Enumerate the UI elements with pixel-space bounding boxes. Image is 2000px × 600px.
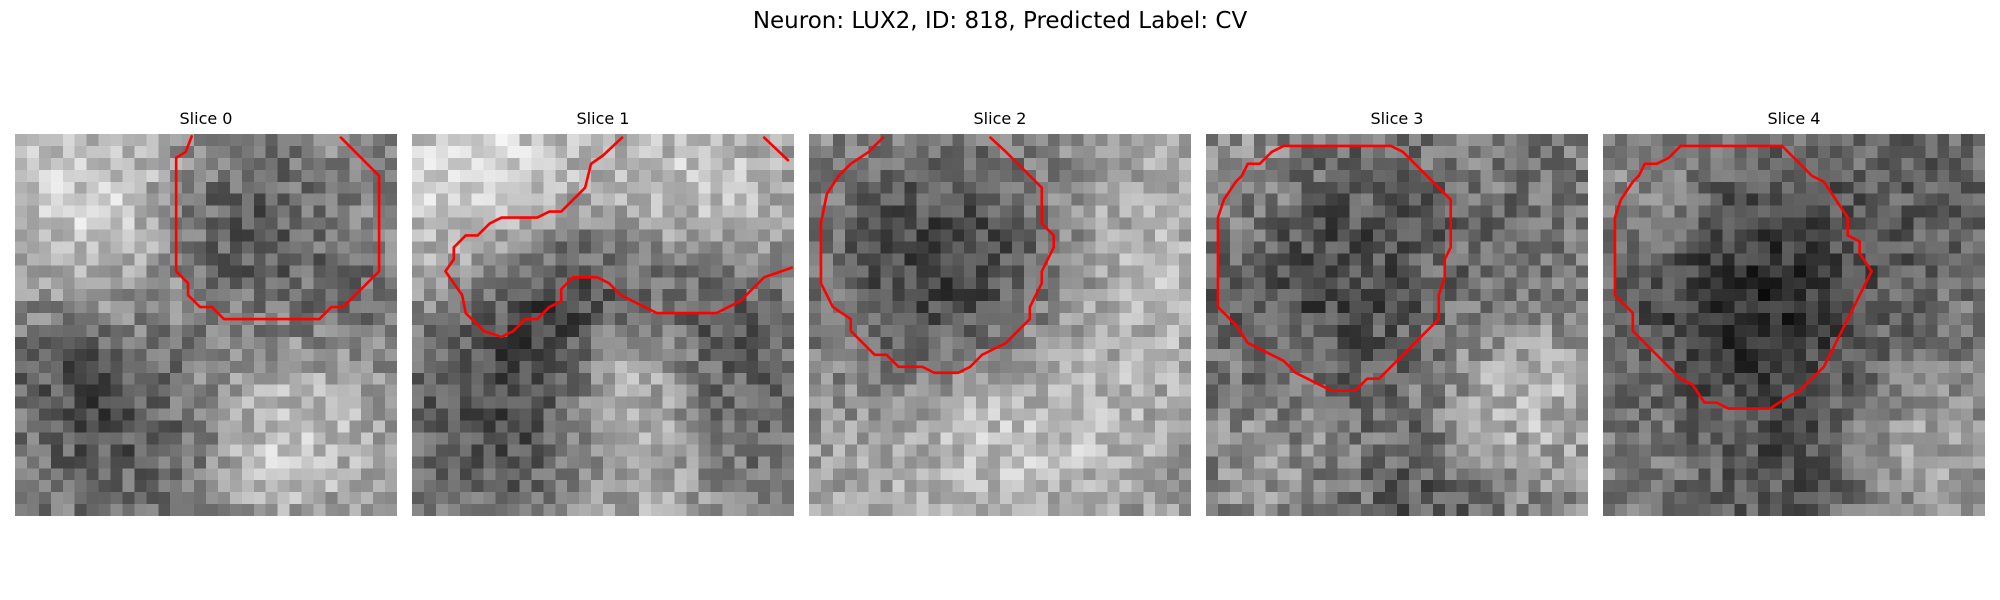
- slice-title: Slice 3: [1370, 109, 1424, 128]
- slice-image: [15, 134, 397, 516]
- contour-line: [819, 136, 1056, 375]
- slice-title: Slice 2: [973, 109, 1027, 128]
- slice-title: Slice 0: [179, 109, 233, 128]
- contour-line: [1216, 144, 1453, 392]
- slice-image: [1206, 134, 1588, 516]
- slice-title: Slice 1: [576, 109, 630, 128]
- contour-line: [762, 136, 790, 162]
- pixel-grid: [412, 134, 794, 516]
- slice-image: [412, 134, 794, 516]
- contour-line: [174, 135, 381, 321]
- slice-panel-1: Slice 1: [412, 109, 794, 516]
- slice-image: [1603, 134, 1985, 516]
- slice-panel-4: Slice 4: [1603, 109, 1985, 516]
- slice-title: Slice 4: [1767, 109, 1821, 128]
- slice-panel-2: Slice 2: [809, 109, 1191, 516]
- slice-image: [809, 134, 1191, 516]
- pixel-grid: [1206, 134, 1588, 516]
- pixel-grid: [1603, 134, 1985, 516]
- slice-panel-3: Slice 3: [1206, 109, 1588, 516]
- slice-panel-0: Slice 0: [15, 109, 397, 516]
- contour-line: [1613, 144, 1873, 410]
- figure-title: Neuron: LUX2, ID: 818, Predicted Label: …: [752, 8, 1248, 34]
- contour-line: [444, 136, 793, 339]
- pixel-grid: [809, 134, 1191, 516]
- pixel-grid: [15, 134, 397, 516]
